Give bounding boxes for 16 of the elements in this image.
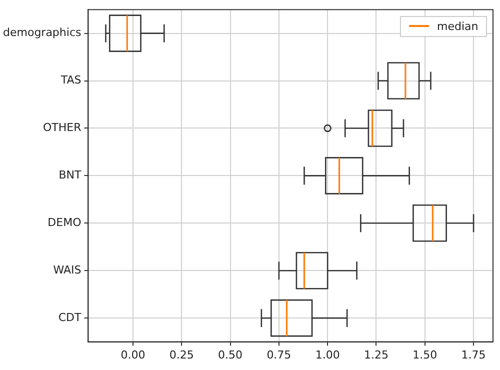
y-tick-label: demographics xyxy=(2,26,82,40)
y-tick-label: CDT xyxy=(58,310,82,324)
x-tick-label: 1.00 xyxy=(315,348,340,362)
x-tick-label: 0.25 xyxy=(169,348,194,362)
legend: median xyxy=(400,16,488,37)
x-tick-label: 1.25 xyxy=(364,348,388,362)
x-tick-label: 1.75 xyxy=(461,348,486,362)
x-tick-label: 0.00 xyxy=(120,348,146,362)
y-tick-label: TAS xyxy=(60,74,82,87)
y-tick-label: DEMO xyxy=(48,216,82,230)
x-tick-label: 0.50 xyxy=(218,348,243,362)
y-tick-label: OTHER xyxy=(42,121,82,134)
x-tick-label: 0.75 xyxy=(266,348,292,362)
y-tick-label: BNT xyxy=(58,168,82,182)
x-tick-label: 1.50 xyxy=(412,348,438,362)
y-tick-label: WAIS xyxy=(53,263,82,276)
